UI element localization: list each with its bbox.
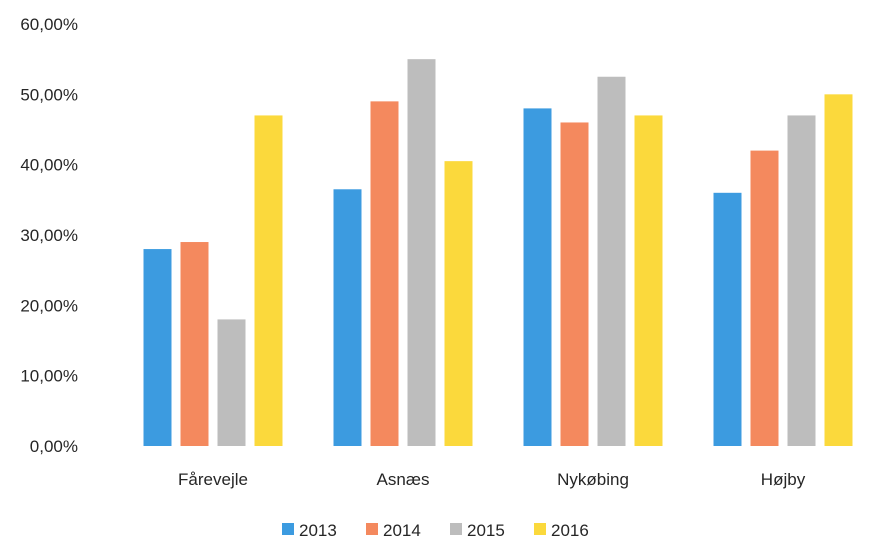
y-tick-label: 30,00%	[20, 226, 78, 245]
bar-2015-1	[407, 59, 436, 447]
x-category-label: Fårevejle	[178, 470, 248, 489]
bar-2013-0	[143, 249, 172, 446]
x-category-label: Nykøbing	[557, 470, 629, 489]
bar-2015-3	[787, 115, 816, 446]
bars	[143, 59, 853, 447]
bar-2016-1	[444, 161, 473, 446]
bar-2014-2	[560, 122, 589, 446]
legend-swatch	[282, 523, 294, 535]
bar-2013-1	[333, 189, 362, 447]
bar-2016-0	[254, 115, 283, 446]
legend: 2013 2014 2015 2016	[282, 521, 589, 540]
legend-swatch	[450, 523, 462, 535]
legend-label: 2014	[383, 521, 421, 540]
legend-label: 2016	[551, 521, 589, 540]
x-axis: Fårevejle Asnæs Nykøbing Højby	[178, 470, 806, 489]
y-tick-label: 10,00%	[20, 367, 78, 386]
y-tick-label: 40,00%	[20, 156, 78, 175]
bar-2015-0	[217, 319, 246, 446]
legend-swatch	[534, 523, 546, 535]
legend-label: 2015	[467, 521, 505, 540]
y-tick-label: 0,00%	[30, 437, 78, 456]
y-axis: 0,00% 10,00% 20,00% 30,00% 40,00% 50,00% 60,00…	[20, 15, 78, 456]
bar-2016-2	[634, 115, 663, 446]
y-tick-label: 60,00%	[20, 15, 78, 34]
y-tick-label: 20,00%	[20, 296, 78, 315]
bar-2016-3	[824, 94, 853, 446]
bar-2015-2	[597, 76, 626, 446]
bar-2013-2	[523, 108, 552, 447]
x-category-label: Asnæs	[377, 470, 430, 489]
bar-2014-1	[370, 101, 399, 446]
legend-label: 2013	[299, 521, 337, 540]
bar-2013-3	[713, 192, 742, 446]
y-tick-label: 50,00%	[20, 85, 78, 104]
x-category-label: Højby	[761, 470, 806, 489]
legend-swatch	[366, 523, 378, 535]
bar-2014-0	[180, 242, 209, 446]
bar-2014-3	[750, 150, 779, 446]
